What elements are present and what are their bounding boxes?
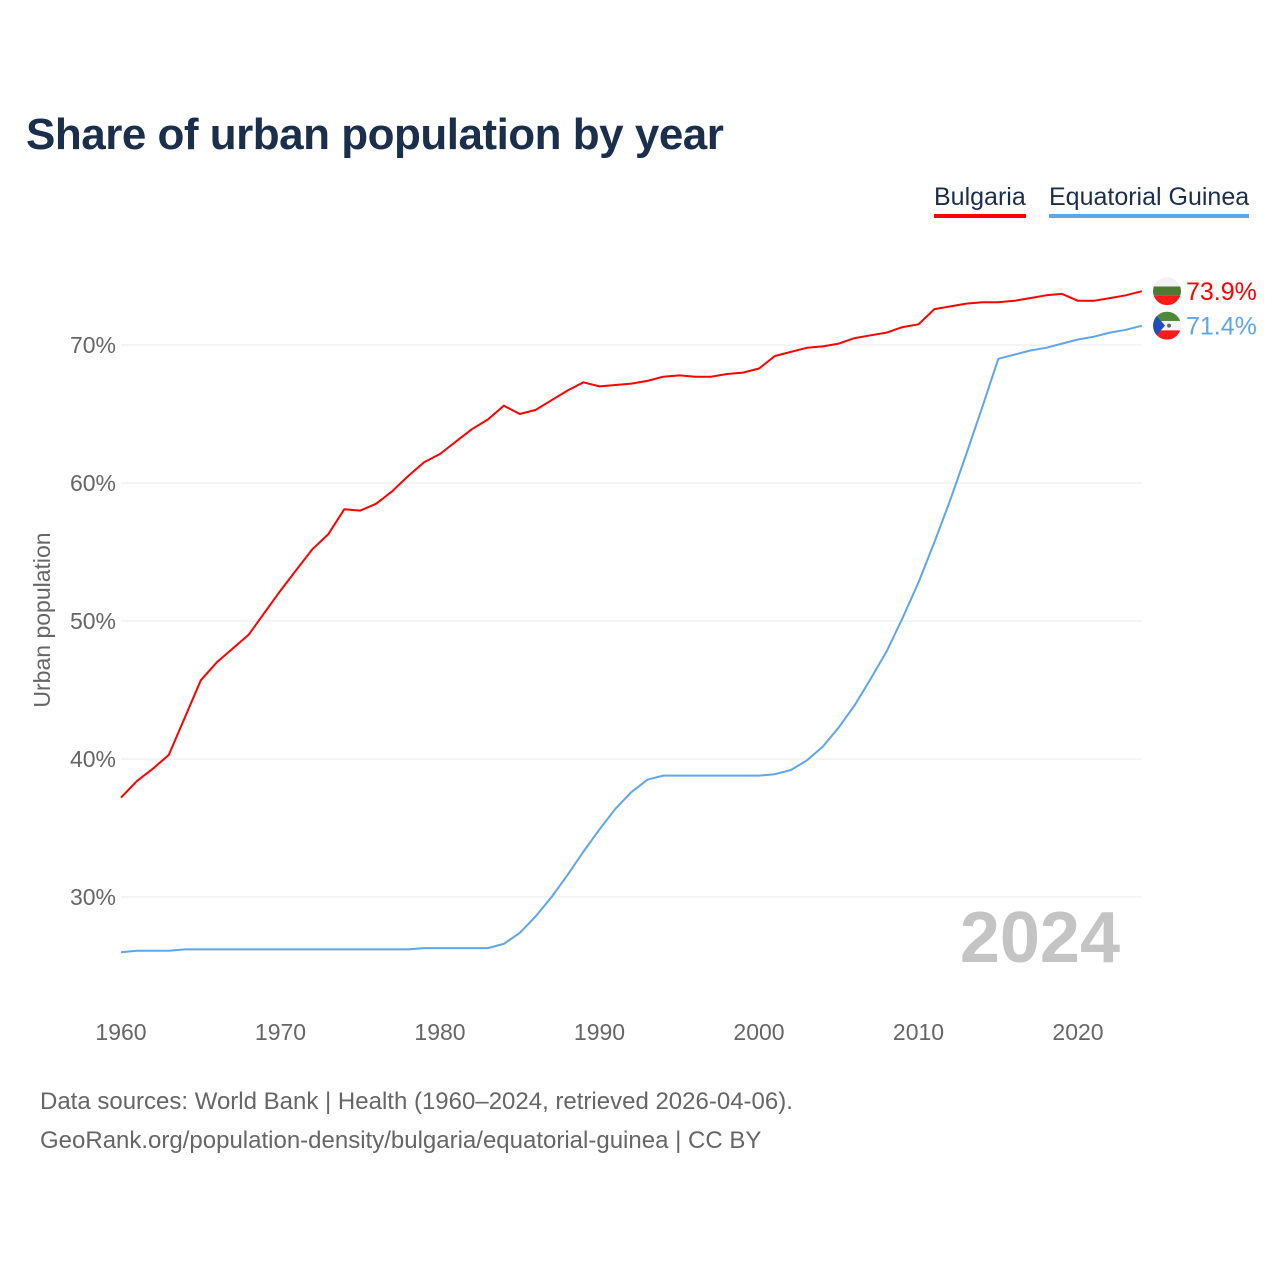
series-line-bulgaria [120,290,1143,799]
year-watermark: 2024 [960,898,1120,978]
y-tick-label: 40% [70,746,116,772]
x-tick-label: 2010 [893,1019,944,1045]
x-tick-label: 1970 [255,1019,306,1045]
y-tick-label: 70% [70,332,116,358]
x-tick-label: 2020 [1052,1019,1103,1045]
end-value-label: 71.4% [1186,313,1257,341]
y-tick-label: 50% [70,608,116,634]
end-value-label: 73.9% [1186,278,1257,306]
x-tick-label: 2000 [733,1019,784,1045]
legend-equatorial-guinea[interactable]: Equatorial Guinea [1049,183,1250,218]
footer-sources: Data sources: World Bank | Health (1960–… [40,1088,793,1115]
legend-bulgaria[interactable]: Bulgaria [934,183,1026,218]
x-tick-label: 1990 [574,1019,625,1045]
y-tick-label: 30% [70,884,116,910]
x-tick-label: 1960 [95,1019,146,1045]
series-line-equatorial-guinea [120,324,1143,954]
y-axis-label: Urban population [29,532,55,707]
footer-link[interactable]: GeoRank.org/population-density/bulgaria/… [40,1127,762,1154]
equatorial-guinea-flag-icon [1153,311,1181,340]
chart-title: Share of urban population by year [26,110,724,159]
x-tick-label: 1980 [414,1019,465,1045]
y-tick-label: 60% [70,470,116,496]
bulgaria-flag-icon [1153,277,1181,306]
